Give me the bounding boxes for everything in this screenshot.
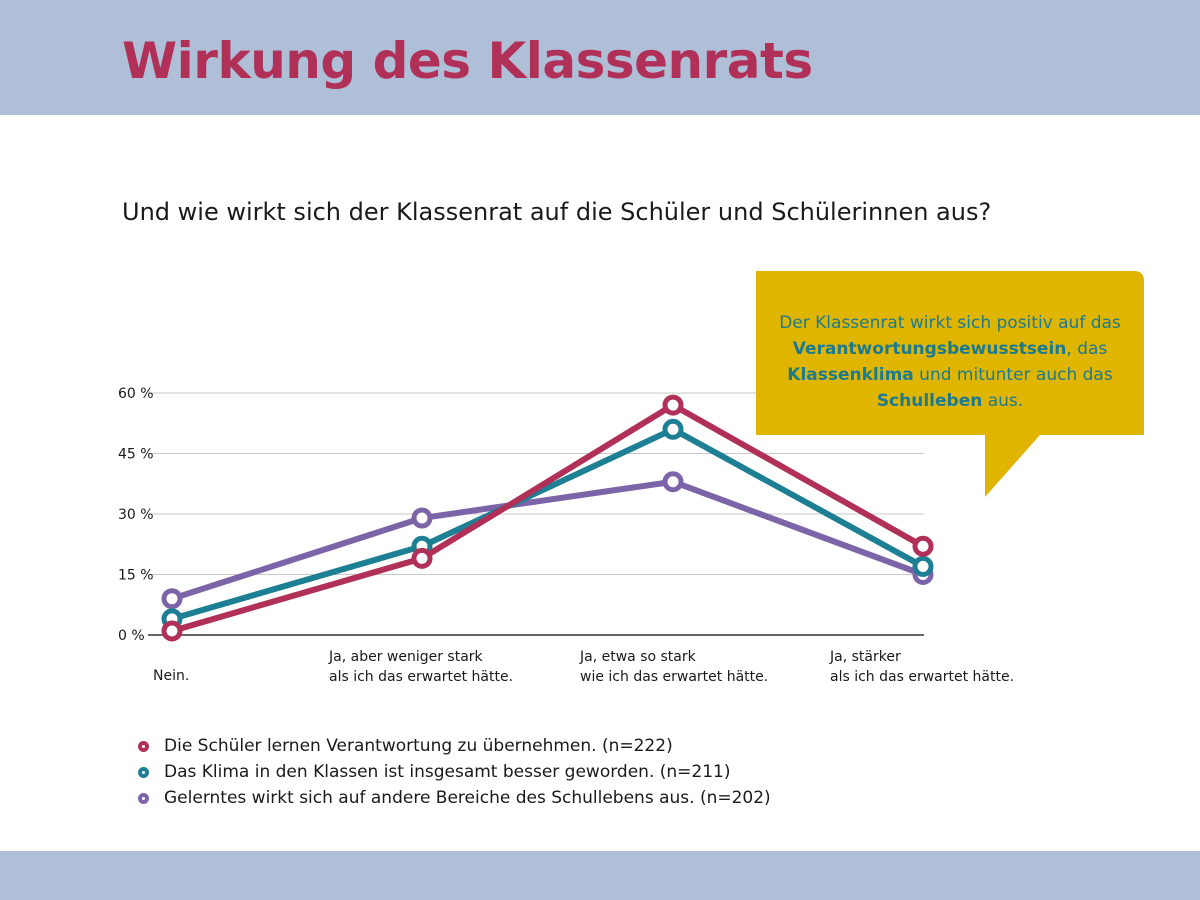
chart-legend: Die Schüler lernen Verantwortung zu über…	[138, 733, 771, 811]
callout-keyword-schulleben: Schulleben	[876, 391, 983, 411]
x-tick-label: wie ich das erwartet hätte.	[580, 669, 768, 685]
page-title: Wirkung des Klassenrats	[122, 32, 813, 90]
data-point-marker	[411, 507, 433, 529]
x-tick-label: Nein.	[153, 668, 189, 684]
data-point-marker	[662, 471, 684, 493]
y-tick-label: 45 %	[118, 447, 154, 463]
callout-keyword-verantwortung: Verantwortungsbewusstsein	[792, 339, 1067, 359]
data-point-marker	[161, 620, 183, 642]
callout-line-1: Der Klassenrat wirkt sich positiv auf da…	[779, 313, 1121, 333]
y-tick-label: 30 %	[118, 507, 154, 523]
data-point-marker	[912, 555, 934, 577]
data-point-marker	[411, 547, 433, 569]
legend-item-schulleben: Gelerntes wirkt sich auf andere Bereiche…	[138, 785, 771, 811]
legend-item-klima: Das Klima in den Klassen ist insgesamt b…	[138, 759, 771, 785]
legend-label: Die Schüler lernen Verantwortung zu über…	[164, 736, 673, 756]
y-tick-label: 15 %	[118, 568, 154, 584]
legend-label: Gelerntes wirkt sich auf andere Bereiche…	[164, 788, 771, 808]
legend-label: Das Klima in den Klassen ist insgesamt b…	[164, 762, 731, 782]
x-tick-label: Ja, etwa so stark	[579, 649, 697, 665]
legend-item-verantwortung: Die Schüler lernen Verantwortung zu über…	[138, 733, 771, 759]
data-point-marker	[912, 535, 934, 557]
x-tick-label: als ich das erwartet hätte.	[329, 669, 513, 685]
callout-shape	[756, 271, 1144, 497]
callout-keyword-klassenklima: Klassenklima	[787, 365, 914, 385]
legend-marker-icon	[138, 792, 149, 804]
header-band	[0, 0, 1200, 115]
data-point-marker	[662, 394, 684, 416]
x-tick-label: Ja, aber weniger stark	[328, 649, 484, 665]
series-line	[169, 426, 926, 622]
data-point-marker	[161, 588, 183, 610]
callout-line-3-end: und mitunter auch das	[913, 365, 1113, 385]
y-tick-label: 60 %	[118, 386, 154, 402]
footer-band	[0, 851, 1200, 900]
callout-text: Der Klassenrat wirkt sich positiv auf da…	[760, 310, 1140, 414]
chart-question: Und wie wirkt sich der Klassenrat auf di…	[122, 198, 992, 226]
data-point-marker	[662, 418, 684, 440]
legend-marker-icon	[138, 740, 149, 752]
y-tick-label: 0 %	[118, 628, 145, 644]
x-tick-label: Ja, stärker	[829, 649, 901, 665]
series-line	[169, 402, 926, 634]
x-tick-label: als ich das erwartet hätte.	[830, 669, 1014, 685]
callout-line-4-end: aus.	[982, 391, 1024, 411]
callout-line-2-end: , das	[1066, 339, 1108, 359]
series-line	[169, 478, 926, 602]
legend-marker-icon	[138, 766, 149, 778]
